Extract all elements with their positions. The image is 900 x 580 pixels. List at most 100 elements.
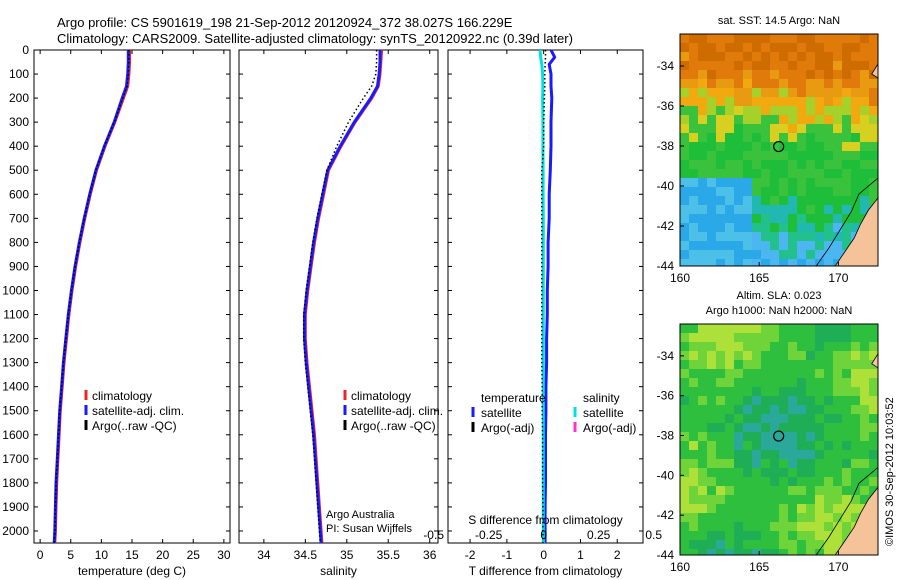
map-cell bbox=[842, 124, 851, 133]
map-cell bbox=[716, 88, 725, 97]
map-cell bbox=[869, 52, 878, 61]
map-cell bbox=[689, 369, 698, 378]
map-cell bbox=[743, 79, 752, 88]
map-cell bbox=[707, 387, 716, 396]
map-cell bbox=[725, 549, 734, 555]
map-cell bbox=[842, 142, 851, 151]
map-cell bbox=[833, 441, 842, 450]
map-cell bbox=[860, 459, 869, 468]
map-cell bbox=[797, 432, 806, 441]
map-cell bbox=[680, 495, 689, 504]
map-cell bbox=[797, 342, 806, 351]
map-cell bbox=[743, 396, 752, 405]
map-cell bbox=[680, 333, 689, 342]
map-cell bbox=[815, 178, 824, 187]
map-cell bbox=[761, 360, 770, 369]
map-cell bbox=[842, 342, 851, 351]
map-cell bbox=[797, 187, 806, 196]
map-cell bbox=[842, 151, 851, 160]
map-cell bbox=[815, 241, 824, 250]
map-cell bbox=[869, 441, 878, 450]
map-cell bbox=[779, 540, 788, 549]
map-cell bbox=[860, 79, 869, 88]
map-cell bbox=[815, 142, 824, 151]
map-cell bbox=[815, 70, 824, 79]
map-cell bbox=[752, 522, 761, 531]
map-cell bbox=[824, 369, 833, 378]
map-cell bbox=[734, 333, 743, 342]
map-cell bbox=[797, 43, 806, 52]
map-cell bbox=[869, 61, 878, 70]
x-tick-label-salinity: 34 bbox=[257, 548, 271, 562]
map-cell bbox=[761, 333, 770, 342]
map-cell bbox=[824, 495, 833, 504]
map-cell bbox=[725, 142, 734, 151]
map-cell bbox=[824, 396, 833, 405]
map-cell bbox=[833, 495, 842, 504]
map-cell bbox=[752, 97, 761, 106]
map-cell bbox=[815, 250, 824, 259]
map-cell bbox=[770, 468, 779, 477]
map-cell bbox=[689, 232, 698, 241]
map-cell bbox=[860, 142, 869, 151]
map-cell bbox=[815, 52, 824, 61]
map-cell bbox=[707, 133, 716, 142]
map-cell bbox=[725, 259, 734, 266]
map-cell bbox=[788, 70, 797, 79]
depth-tick-label: 2000 bbox=[2, 524, 29, 538]
map-cell bbox=[752, 324, 761, 333]
legend-label-salinity: satellite bbox=[583, 406, 624, 420]
map-cell bbox=[689, 459, 698, 468]
map-cell bbox=[815, 106, 824, 115]
map-cell bbox=[707, 52, 716, 61]
map-cell bbox=[833, 52, 842, 61]
x-axis-label-temperature: temperature (deg C) bbox=[78, 564, 186, 578]
map-cell bbox=[860, 205, 869, 214]
map-cell bbox=[815, 43, 824, 52]
map-cell bbox=[842, 441, 851, 450]
map-cell bbox=[725, 351, 734, 360]
map-cell bbox=[689, 468, 698, 477]
map-cell bbox=[833, 43, 842, 52]
map-cell bbox=[698, 513, 707, 522]
map-cell bbox=[698, 250, 707, 259]
map-cell bbox=[815, 259, 824, 266]
map-cell bbox=[725, 151, 734, 160]
map-cell bbox=[806, 43, 815, 52]
map-cell bbox=[725, 205, 734, 214]
x-tick-label-temperature: 10 bbox=[95, 548, 109, 562]
map-cell bbox=[779, 351, 788, 360]
map-cell bbox=[725, 196, 734, 205]
map-cell bbox=[743, 214, 752, 223]
map-cell bbox=[725, 232, 734, 241]
map-cell bbox=[815, 414, 824, 423]
map-cell bbox=[689, 441, 698, 450]
map-cell bbox=[779, 414, 788, 423]
map-y-tick-label: -36 bbox=[657, 389, 675, 403]
map-cell bbox=[698, 115, 707, 124]
map-cell bbox=[689, 540, 698, 549]
map-cell bbox=[860, 360, 869, 369]
map-cell bbox=[698, 124, 707, 133]
map-cell bbox=[770, 151, 779, 160]
map-cell bbox=[860, 342, 869, 351]
map-cell bbox=[869, 34, 878, 43]
map-cell bbox=[707, 324, 716, 333]
map-cell bbox=[788, 88, 797, 97]
map-cell bbox=[779, 115, 788, 124]
map-cell bbox=[824, 70, 833, 79]
map-cell bbox=[680, 459, 689, 468]
map-cell bbox=[689, 241, 698, 250]
map-cell bbox=[725, 540, 734, 549]
map-cell bbox=[707, 378, 716, 387]
map-cell bbox=[734, 196, 743, 205]
map-cell bbox=[797, 88, 806, 97]
map-cell bbox=[815, 34, 824, 43]
map-cell bbox=[851, 61, 860, 70]
map-cell bbox=[806, 369, 815, 378]
map-cell bbox=[788, 396, 797, 405]
map-cell bbox=[725, 160, 734, 169]
map-cell bbox=[698, 459, 707, 468]
map-cell bbox=[869, 79, 878, 88]
map-cell bbox=[689, 522, 698, 531]
